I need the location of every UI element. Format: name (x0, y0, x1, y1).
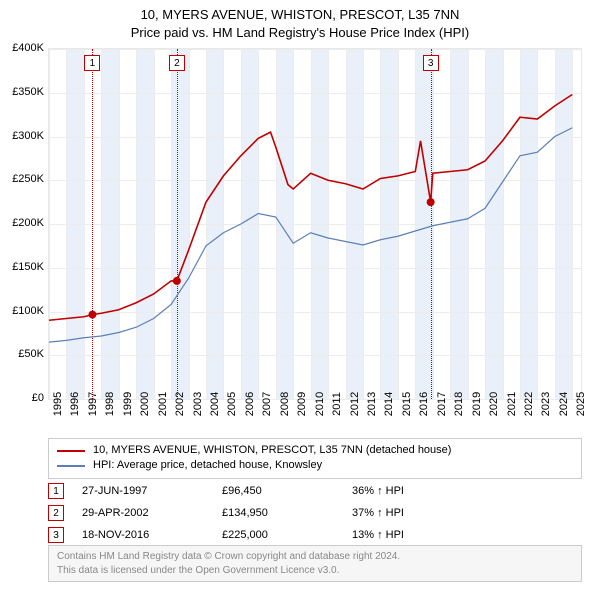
legend: 10, MYERS AVENUE, WHISTON, PRESCOT, L35 … (48, 438, 582, 479)
title-line-2: Price paid vs. HM Land Registry's House … (0, 24, 600, 42)
x-tick-label: 1996 (69, 392, 81, 416)
x-tick-label: 2008 (279, 392, 291, 416)
y-tick-label: £50K (2, 348, 44, 360)
x-tick-label: 2009 (296, 392, 308, 416)
x-tick-label: 2023 (540, 392, 552, 416)
x-tick-label: 2000 (139, 392, 151, 416)
event-marker: 3 (48, 527, 64, 543)
title-line-1: 10, MYERS AVENUE, WHISTON, PRESCOT, L35 … (0, 6, 600, 24)
y-tick-label: £150K (2, 261, 44, 273)
x-tick-label: 2022 (523, 392, 535, 416)
event-date: 27-JUN-1997 (82, 485, 222, 497)
x-tick-label: 2021 (506, 392, 518, 416)
y-tick-label: £350K (2, 86, 44, 98)
x-tick-label: 2007 (261, 392, 273, 416)
event-dot (173, 277, 181, 285)
event-date: 18-NOV-2016 (82, 529, 222, 541)
series-hpi (49, 128, 572, 342)
x-tick-label: 2004 (209, 392, 221, 416)
x-tick-label: 2012 (349, 392, 361, 416)
x-tick-label: 2003 (192, 392, 204, 416)
event-dot (88, 311, 96, 319)
y-tick-label: £300K (2, 130, 44, 142)
x-tick-label: 2002 (174, 392, 186, 416)
legend-item: 10, MYERS AVENUE, WHISTON, PRESCOT, L35 … (57, 443, 573, 458)
y-tick-label: £400K (2, 42, 44, 54)
x-tick-label: 2025 (575, 392, 587, 416)
event-date: 29-APR-2002 (82, 507, 222, 519)
x-tick-label: 2020 (488, 392, 500, 416)
legend-swatch (57, 465, 85, 467)
x-tick-label: 1998 (104, 392, 116, 416)
x-tick-label: 2018 (453, 392, 465, 416)
y-tick-label: £200K (2, 217, 44, 229)
x-tick-label: 2001 (157, 392, 169, 416)
footer-line-2: This data is licensed under the Open Gov… (57, 564, 573, 578)
event-marker: 2 (48, 505, 64, 521)
x-tick-label: 2024 (558, 392, 570, 416)
x-tick-label: 1997 (87, 392, 99, 416)
x-tick-label: 2013 (366, 392, 378, 416)
event-row: 1 27-JUN-1997£96,45036% ↑ HPI (48, 480, 582, 502)
event-hpi: 36% ↑ HPI (352, 485, 582, 497)
event-price: £134,950 (222, 507, 352, 519)
x-tick-label: 2010 (314, 392, 326, 416)
event-hpi: 37% ↑ HPI (352, 507, 582, 519)
x-tick-label: 1999 (122, 392, 134, 416)
legend-item: HPI: Average price, detached house, Know… (57, 458, 573, 473)
y-tick-label: £100K (2, 305, 44, 317)
x-tick-label: 2006 (244, 392, 256, 416)
legend-swatch (57, 450, 85, 452)
x-tick-label: 2011 (331, 392, 343, 416)
chart-event-marker: 3 (423, 55, 439, 71)
x-tick-label: 2014 (383, 392, 395, 416)
x-tick-label: 2017 (436, 392, 448, 416)
legend-label: HPI: Average price, detached house, Know… (93, 458, 322, 473)
x-tick-label: 2015 (401, 392, 413, 416)
attribution-footer: Contains HM Land Registry data © Crown c… (48, 545, 582, 582)
plot-svg (49, 49, 581, 399)
event-row: 2 29-APR-2002£134,95037% ↑ HPI (48, 502, 582, 524)
y-tick-label: £0 (2, 392, 44, 404)
x-tick-label: 1995 (52, 392, 64, 416)
series-price_paid (49, 95, 572, 321)
chart-event-marker: 1 (84, 55, 100, 71)
plot-area: 1 2 3 (48, 48, 582, 400)
x-tick-label: 2005 (226, 392, 238, 416)
x-tick-label: 2019 (471, 392, 483, 416)
chart-event-marker: 2 (169, 55, 185, 71)
event-price: £225,000 (222, 529, 352, 541)
chart-container: 10, MYERS AVENUE, WHISTON, PRESCOT, L35 … (0, 0, 600, 590)
event-price: £96,450 (222, 485, 352, 497)
event-row: 3 18-NOV-2016£225,00013% ↑ HPI (48, 524, 582, 546)
y-tick-label: £250K (2, 173, 44, 185)
events-table: 1 27-JUN-1997£96,45036% ↑ HPI 2 29-APR-2002… (48, 480, 582, 546)
chart-title: 10, MYERS AVENUE, WHISTON, PRESCOT, L35 … (0, 0, 600, 41)
x-tick-label: 2016 (418, 392, 430, 416)
event-marker: 1 (48, 483, 64, 499)
legend-label: 10, MYERS AVENUE, WHISTON, PRESCOT, L35 … (93, 443, 451, 458)
footer-line-1: Contains HM Land Registry data © Crown c… (57, 550, 573, 564)
event-dot (427, 198, 435, 206)
event-hpi: 13% ↑ HPI (352, 529, 582, 541)
